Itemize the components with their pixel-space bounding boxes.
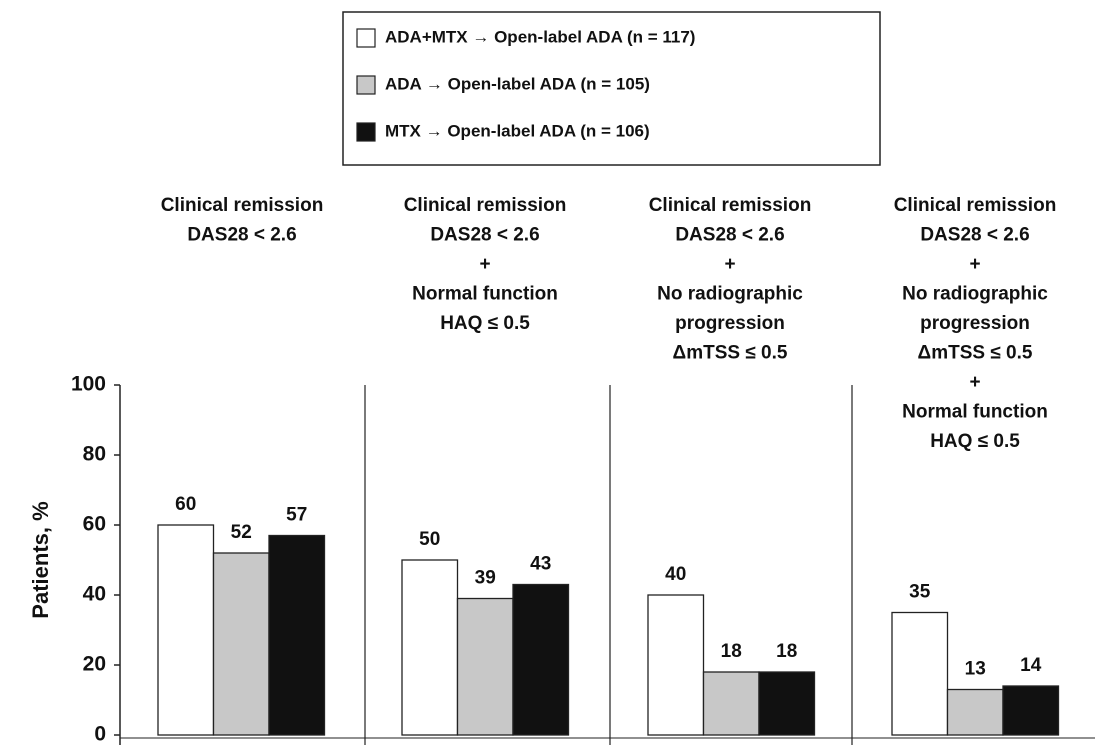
value-label: 60	[175, 494, 196, 515]
y-tick-label: 40	[83, 583, 106, 606]
category-label: progression	[675, 313, 785, 334]
category-label: ΔmTSS ≤ 0.5	[918, 343, 1033, 364]
category-label: Clinical remission	[161, 195, 324, 216]
value-label: 43	[530, 554, 551, 575]
category-label: Normal function	[412, 284, 558, 305]
bar	[647, 594, 705, 736]
bar	[758, 671, 816, 736]
y-tick-label: 60	[83, 513, 106, 536]
category-label: Clinical remission	[649, 195, 812, 216]
legend-swatch	[356, 28, 376, 48]
value-label: 52	[231, 522, 252, 543]
legend-label: ADA+MTX → Open-label ADA (n = 117)	[385, 27, 695, 46]
category-label: HAQ ≤ 0.5	[440, 313, 530, 334]
value-label: 50	[419, 529, 440, 550]
y-tick-label: 80	[83, 443, 106, 466]
value-label: 39	[475, 568, 496, 589]
value-label: 40	[665, 564, 686, 585]
y-tick-label: 0	[94, 723, 106, 745]
legend-swatch	[356, 75, 376, 95]
bar	[946, 688, 1004, 736]
bar	[268, 534, 326, 736]
category-label: +	[969, 254, 980, 275]
y-tick-label: 20	[83, 653, 106, 676]
category-label: DAS28 < 2.6	[187, 225, 296, 246]
legend-swatch	[356, 122, 376, 142]
category-label: No radiographic	[657, 284, 803, 305]
category-label: +	[479, 254, 490, 275]
value-label: 13	[965, 659, 986, 680]
bar	[157, 524, 215, 736]
category-label: Clinical remission	[404, 195, 567, 216]
legend-label: ADA → Open-label ADA (n = 105)	[385, 74, 650, 93]
category-label: +	[724, 254, 735, 275]
category-label: DAS28 < 2.6	[675, 225, 784, 246]
bar	[512, 583, 570, 736]
category-label: progression	[920, 313, 1030, 334]
bar	[212, 552, 270, 736]
value-label: 35	[909, 582, 931, 603]
y-tick-label: 100	[71, 373, 106, 396]
value-label: 14	[1020, 655, 1042, 676]
category-label: HAQ ≤ 0.5	[930, 431, 1020, 452]
bar	[702, 671, 760, 736]
category-label: +	[969, 372, 980, 393]
category-label: Clinical remission	[894, 195, 1057, 216]
bar	[401, 559, 459, 736]
bar	[891, 611, 949, 736]
legend-label: MTX → Open-label ADA (n = 106)	[385, 121, 650, 140]
category-label: Normal function	[902, 402, 1048, 423]
value-label: 18	[776, 641, 797, 662]
value-label: 57	[286, 505, 307, 526]
category-label: No radiographic	[902, 284, 1048, 305]
category-label: DAS28 < 2.6	[920, 225, 1029, 246]
legend-box	[342, 11, 881, 166]
y-axis-label: Patients, %	[28, 501, 53, 618]
category-label: ΔmTSS ≤ 0.5	[673, 343, 788, 364]
category-label: DAS28 < 2.6	[430, 225, 539, 246]
bar	[1002, 685, 1060, 736]
bar	[456, 597, 514, 736]
value-label: 18	[721, 641, 742, 662]
